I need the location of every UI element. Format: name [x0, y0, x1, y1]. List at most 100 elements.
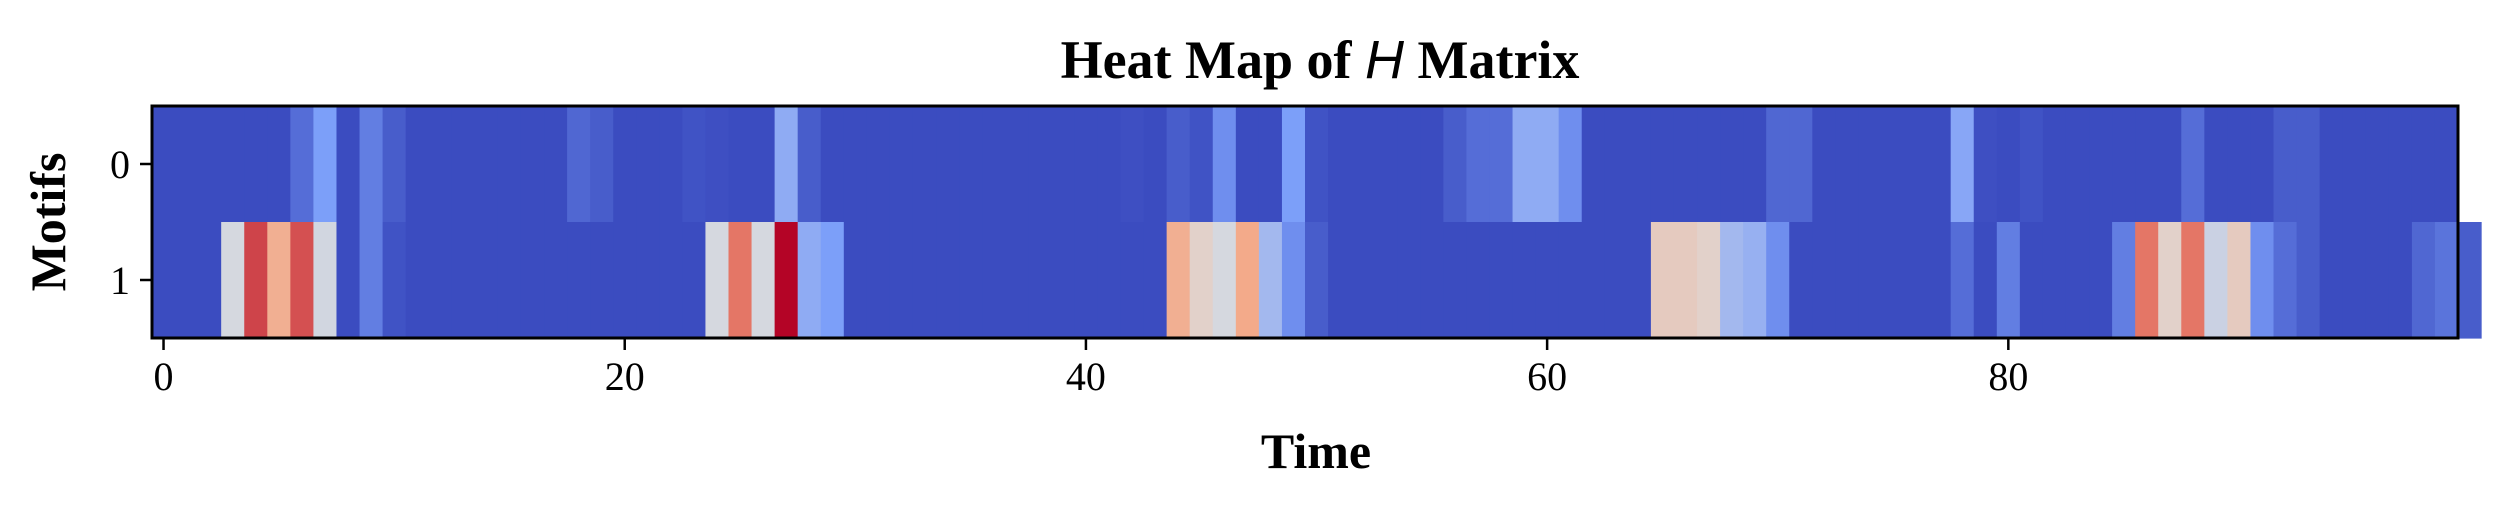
heatmap-cell [1650, 222, 1675, 339]
heatmap-cell [2065, 222, 2090, 339]
heatmap-cell [1835, 222, 1860, 339]
heatmap-cell [1281, 222, 1306, 339]
heatmap-cell [1697, 106, 1721, 223]
heatmap-cell [1443, 222, 1468, 339]
heatmap-cell [1627, 106, 1652, 223]
heatmap-cell [2204, 222, 2228, 339]
heatmap-cell [520, 106, 545, 223]
heatmap-cell [1927, 106, 1952, 223]
heatmap-cell [2319, 222, 2344, 339]
heatmap-cell [2042, 106, 2067, 223]
heatmap-cell [1558, 222, 1583, 339]
chart-title: Heat Map of H Matrix [1061, 30, 1580, 90]
heatmap-cell [2273, 222, 2298, 339]
heatmap-cell [2296, 222, 2321, 339]
heatmap-cell [1650, 106, 1675, 223]
heatmap-cell [1374, 222, 1398, 339]
chart-title-suffix: Matrix [1404, 30, 1579, 90]
heatmap-cell [659, 222, 683, 339]
heatmap-cell [1489, 106, 1514, 223]
heatmap-cell [728, 222, 753, 339]
heatmap-cell [2388, 222, 2413, 339]
heatmap-cell [428, 222, 453, 339]
heatmap-cell [1305, 106, 1329, 223]
heatmap-cell [474, 106, 499, 223]
heatmap-cell [2135, 222, 2159, 339]
heatmap-cell [1074, 106, 1099, 223]
heatmap-cell [1374, 106, 1398, 223]
heatmap-cell [959, 222, 983, 339]
heatmap-cell [1351, 106, 1375, 223]
x-tick-label: 20 [605, 354, 645, 399]
heatmap-cell [567, 222, 591, 339]
heatmap-cell [705, 222, 730, 339]
heatmap-cell [1235, 222, 1260, 339]
heatmap-cell [1212, 222, 1237, 339]
heatmap-cell [866, 106, 891, 223]
heatmap-cell [1005, 222, 1029, 339]
heatmap-cell [1881, 222, 1906, 339]
heatmap-cell [959, 106, 983, 223]
heatmap-cell [2089, 106, 2113, 223]
heatmap-cell [2112, 106, 2136, 223]
heatmap-cell [1328, 106, 1352, 223]
heatmap-cell [1627, 222, 1652, 339]
heatmap-cell [2434, 222, 2459, 339]
heatmap-cell [244, 222, 268, 339]
heatmap-cell [2227, 222, 2252, 339]
heatmap-cell [313, 106, 338, 223]
heatmap-cell [2181, 106, 2205, 223]
y-axis-ticks: 01 [110, 142, 152, 303]
heatmap-cell [359, 106, 384, 223]
heatmap-cell [2319, 106, 2344, 223]
heatmap-cell [1950, 106, 1975, 223]
heatmap-cell [1743, 106, 1767, 223]
heatmap-cell [1143, 106, 1168, 223]
heatmap-cell [520, 222, 545, 339]
heatmap-cell [451, 106, 476, 223]
heatmap-cell [682, 222, 707, 339]
heatmap-cell [2342, 222, 2367, 339]
heatmap-cell [2411, 106, 2436, 223]
x-axis-label: Time [1261, 423, 1371, 479]
heatmap-cell [2019, 222, 2044, 339]
heatmap-cell [936, 222, 960, 339]
heatmap-cell [1143, 222, 1168, 339]
heatmap-cell [544, 106, 568, 223]
heatmap-cell [1512, 106, 1537, 223]
heatmap-cell [2065, 106, 2090, 223]
heatmap-cell [1996, 222, 2021, 339]
heatmap-cell [590, 222, 614, 339]
heatmap-cell [912, 222, 937, 339]
heatmap-cell [1604, 222, 1629, 339]
heatmap-cell [1305, 222, 1329, 339]
heatmap-cell [1235, 106, 1260, 223]
heatmap-cell [636, 106, 660, 223]
heatmap-cell [1581, 106, 1606, 223]
heatmap-cell [843, 106, 868, 223]
heatmap-cell [2434, 106, 2459, 223]
heatmap-cell [1673, 106, 1698, 223]
heatmap-cell [267, 222, 291, 339]
heatmap-cell [613, 106, 637, 223]
heatmap-cell [2342, 106, 2367, 223]
heatmap-cell [1189, 106, 1214, 223]
heatmap-cell [1120, 222, 1145, 339]
heatmap-cell [797, 106, 822, 223]
heatmap-cell [175, 222, 199, 339]
heatmap-cell [428, 106, 453, 223]
heatmap-cell [567, 106, 591, 223]
heatmap-cell [1904, 222, 1929, 339]
heatmap-cell [1097, 222, 1122, 339]
heatmap-cell [2042, 222, 2067, 339]
heatmap-cell [405, 222, 430, 339]
heatmap-cell [1812, 222, 1836, 339]
heatmap-cell [843, 222, 868, 339]
heatmap-cell [820, 106, 845, 223]
heatmap-cell [382, 106, 407, 223]
heatmap-cell [1535, 106, 1560, 223]
x-tick-label: 80 [1988, 354, 2028, 399]
heatmap-cell [1720, 222, 1744, 339]
chart-title-math: H [1365, 30, 1405, 90]
heatmap-cell [1858, 222, 1883, 339]
